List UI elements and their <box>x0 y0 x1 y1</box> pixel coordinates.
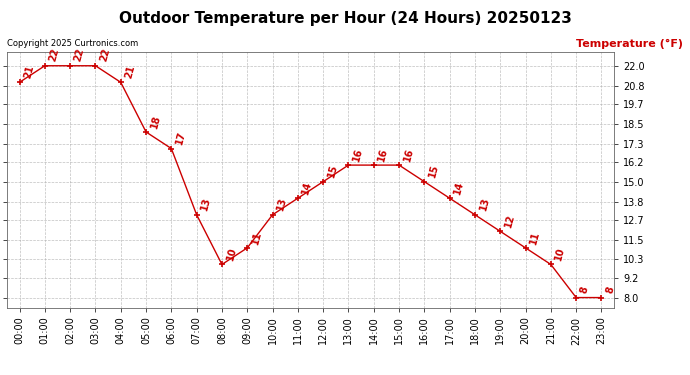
Text: 21: 21 <box>124 64 137 80</box>
Text: 15: 15 <box>427 163 440 179</box>
Text: 8: 8 <box>604 285 615 295</box>
Text: 22: 22 <box>48 47 61 63</box>
Text: 10: 10 <box>553 246 566 262</box>
Text: 14: 14 <box>301 180 314 195</box>
Text: 17: 17 <box>174 130 187 146</box>
Text: Temperature (°F): Temperature (°F) <box>576 39 683 50</box>
Text: 13: 13 <box>199 196 213 212</box>
Text: Copyright 2025 Curtronics.com: Copyright 2025 Curtronics.com <box>7 39 138 48</box>
Text: 22: 22 <box>98 47 111 63</box>
Text: 13: 13 <box>275 196 288 212</box>
Text: 22: 22 <box>73 47 86 63</box>
Text: 16: 16 <box>351 147 364 162</box>
Text: 12: 12 <box>503 213 516 228</box>
Text: 11: 11 <box>250 230 263 245</box>
Text: 15: 15 <box>326 163 339 179</box>
Text: 16: 16 <box>377 147 390 162</box>
Text: 14: 14 <box>453 180 466 195</box>
Text: Outdoor Temperature per Hour (24 Hours) 20250123: Outdoor Temperature per Hour (24 Hours) … <box>119 11 571 26</box>
Text: 11: 11 <box>529 230 542 245</box>
Text: 8: 8 <box>579 285 591 295</box>
Text: 10: 10 <box>225 246 238 262</box>
Text: 18: 18 <box>149 114 162 129</box>
Text: 13: 13 <box>477 196 491 212</box>
Text: 21: 21 <box>22 64 35 80</box>
Text: 16: 16 <box>402 147 415 162</box>
